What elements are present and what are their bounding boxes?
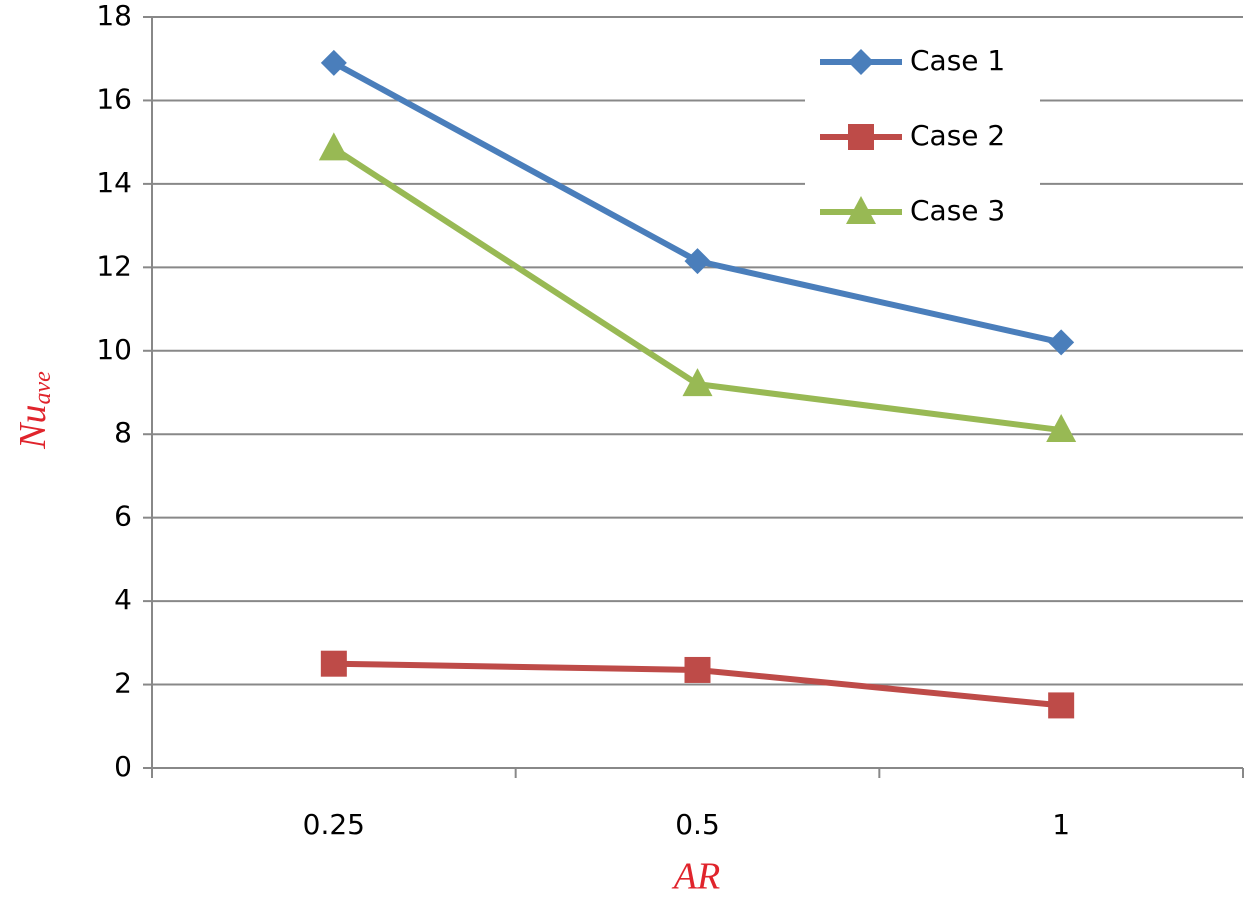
legend-label: Case 1 bbox=[910, 44, 1005, 77]
y-tick-label: 10 bbox=[96, 333, 132, 366]
marker bbox=[320, 650, 347, 677]
y-tick-label: 18 bbox=[96, 0, 132, 32]
y-tick-label: 14 bbox=[96, 166, 132, 199]
y-tick-label: 4 bbox=[114, 583, 132, 616]
marker bbox=[1048, 692, 1075, 719]
y-axis-title-main: Nu bbox=[12, 404, 54, 449]
marker bbox=[318, 132, 349, 161]
y-tick-label: 6 bbox=[114, 500, 132, 533]
y-tick-label: 8 bbox=[114, 416, 132, 449]
marker bbox=[848, 124, 874, 150]
legend-label: Case 2 bbox=[910, 119, 1005, 152]
x-tick-label: 0.25 bbox=[303, 808, 365, 841]
x-axis-title: AR bbox=[671, 856, 720, 898]
y-axis-title-sub: ave bbox=[30, 371, 56, 405]
y-axis-title: Nuave bbox=[12, 371, 56, 450]
marker bbox=[846, 196, 876, 224]
y-tick-label: 16 bbox=[96, 82, 132, 115]
marker bbox=[320, 49, 347, 76]
marker bbox=[848, 49, 874, 75]
marker bbox=[682, 368, 713, 397]
marker bbox=[684, 248, 711, 275]
legend-label: Case 3 bbox=[910, 194, 1005, 227]
x-tick-label: 0.5 bbox=[675, 808, 720, 841]
marker bbox=[684, 656, 711, 683]
marker bbox=[1048, 329, 1075, 356]
marker bbox=[1046, 414, 1077, 443]
y-tick-label: 0 bbox=[114, 750, 132, 783]
x-tick-label: 1 bbox=[1052, 808, 1070, 841]
y-tick-label: 2 bbox=[114, 667, 132, 700]
y-tick-label: 12 bbox=[96, 249, 132, 282]
